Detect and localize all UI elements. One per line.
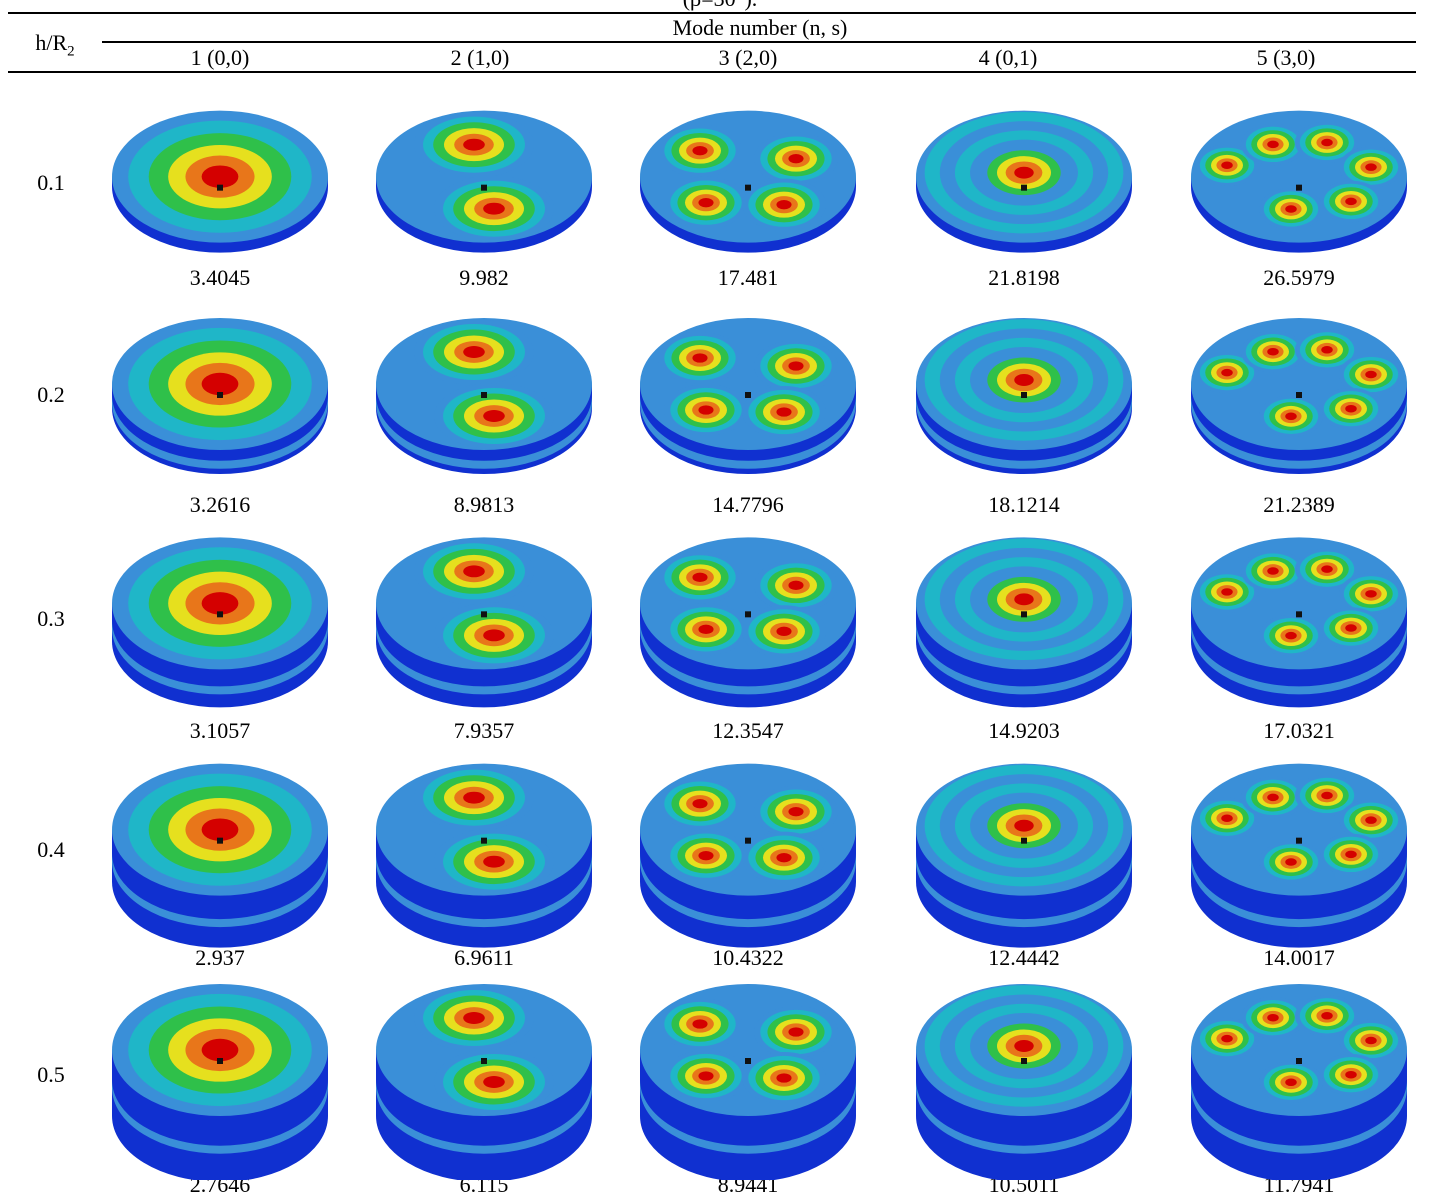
mode-shape-image (364, 524, 604, 724)
frequency-value: 12.3547 (712, 718, 784, 743)
mode-shape-image (364, 980, 604, 1180)
row-label: 0.4 (37, 837, 65, 862)
frequency-value: 3.4045 (189, 265, 251, 290)
top-rule (8, 12, 1416, 14)
mode-shape-image (1179, 980, 1419, 1180)
row-label: 0.3 (37, 606, 65, 631)
frequency-value: 2.937 (195, 945, 245, 970)
frequency-value: 14.7796 (712, 492, 784, 517)
column-header: 1 (0,0) (190, 45, 250, 70)
row-label: 0.2 (37, 382, 65, 407)
mode-shape-image (628, 524, 868, 724)
frequency-value: 17.0321 (1263, 718, 1335, 743)
mode-shape-image (100, 980, 340, 1180)
frequency-value: 9.982 (459, 265, 509, 290)
row-label: 0.1 (37, 170, 65, 195)
column-header: 3 (2,0) (718, 45, 778, 70)
mode-shape-image (904, 755, 1144, 955)
mode-shape-image (904, 980, 1144, 1180)
row-header-label: h/R (35, 30, 68, 55)
mode-shape-image (100, 524, 340, 724)
mode-shape-image (1179, 88, 1419, 288)
column-header: 4 (0,1) (978, 45, 1038, 70)
frequency-value: 14.9203 (988, 718, 1060, 743)
frequency-value: 21.8198 (988, 265, 1060, 290)
frequency-value: 26.5979 (1263, 265, 1335, 290)
mode-shape-image (1179, 300, 1419, 500)
mode-shape-image (904, 88, 1144, 288)
mode-shape-image (364, 300, 604, 500)
frequency-value: 17.481 (717, 265, 779, 290)
group-header: Mode number (n, s) (672, 15, 848, 40)
group-rule (102, 41, 1416, 43)
frequency-value: 10.4322 (712, 945, 784, 970)
frequency-value: 7.9357 (453, 718, 515, 743)
caption-tail: (β=30°). (640, 0, 800, 10)
frequency-value: 14.0017 (1263, 945, 1335, 970)
mode-shape-image (364, 88, 604, 288)
mode-shape-image (1179, 524, 1419, 724)
mode-shape-image (904, 524, 1144, 724)
mode-shape-image (1179, 755, 1419, 955)
mode-shape-image (100, 88, 340, 288)
frequency-value: 6.9611 (454, 945, 514, 970)
frequency-value: 3.2616 (189, 492, 251, 517)
frequency-value: 8.9813 (453, 492, 515, 517)
column-header: 2 (1,0) (450, 45, 510, 70)
frequency-value: 3.1057 (189, 718, 251, 743)
header-bottom-rule (8, 71, 1416, 73)
mode-shape-image (100, 300, 340, 500)
frequency-value: 12.4442 (988, 945, 1060, 970)
mode-shape-image (628, 755, 868, 955)
mode-shape-image (628, 980, 868, 1180)
mode-shape-image (100, 755, 340, 955)
column-header: 5 (3,0) (1256, 45, 1316, 70)
mode-shape-image (364, 755, 604, 955)
frequency-value: 21.2389 (1263, 492, 1335, 517)
mode-shape-image (904, 300, 1144, 500)
row-label: 0.5 (37, 1062, 65, 1087)
row-header-subscript: 2 (67, 43, 75, 60)
mode-shape-image (628, 300, 868, 500)
row-header: h/R2 (20, 30, 90, 64)
frequency-value: 18.1214 (988, 492, 1060, 517)
mode-shape-image (628, 88, 868, 288)
